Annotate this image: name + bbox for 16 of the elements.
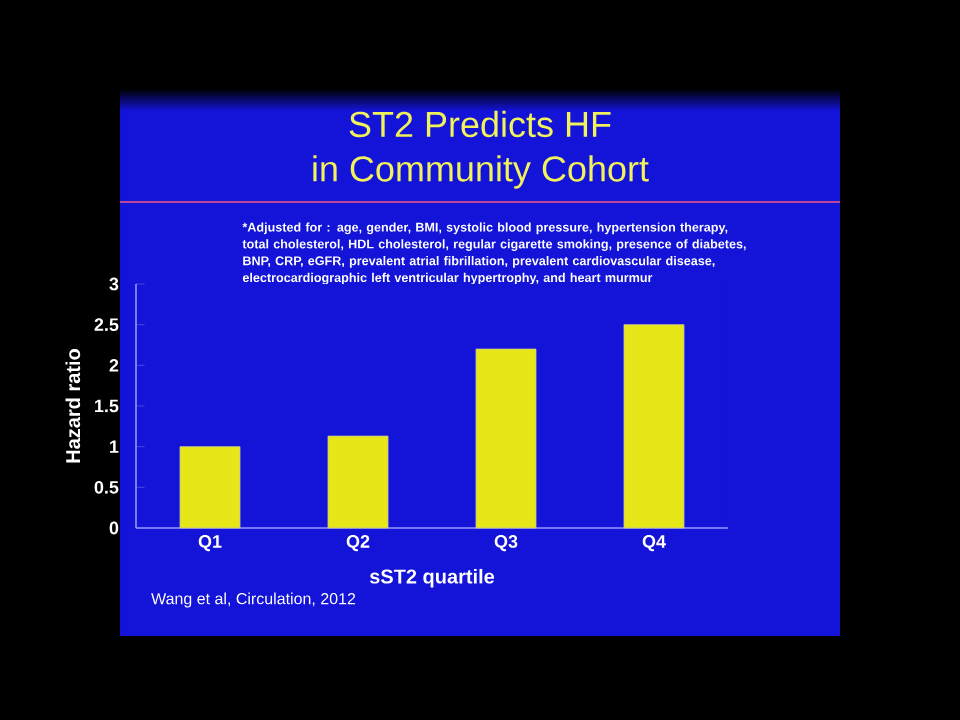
y-tick-label: 2 [109, 359, 119, 372]
y-tick-label: 3 [109, 277, 119, 291]
y-tick-label: 1 [110, 440, 119, 453]
y-tick-label: 0.5 [94, 480, 119, 494]
y-tick-label: 1.5 [95, 399, 119, 413]
x-tick-label: Q4 [642, 535, 666, 552]
chart-title: ST2 Predicts HF [349, 110, 611, 138]
x-axis-title: sST2 quartile [369, 568, 495, 588]
x-tick-label: Q3 [494, 535, 518, 552]
y-axis-title: Hazard ratio [65, 349, 81, 463]
chart-subtitle: in Community Cohort [313, 155, 649, 189]
x-tick-label: Q1 [198, 535, 222, 552]
x-tick-label: Q2 [346, 535, 370, 552]
y-tick-label: 2.5 [94, 318, 119, 332]
text: Wang et al, Circulation, 2012 [151, 592, 356, 608]
y-tick-label: 0 [109, 521, 119, 535]
